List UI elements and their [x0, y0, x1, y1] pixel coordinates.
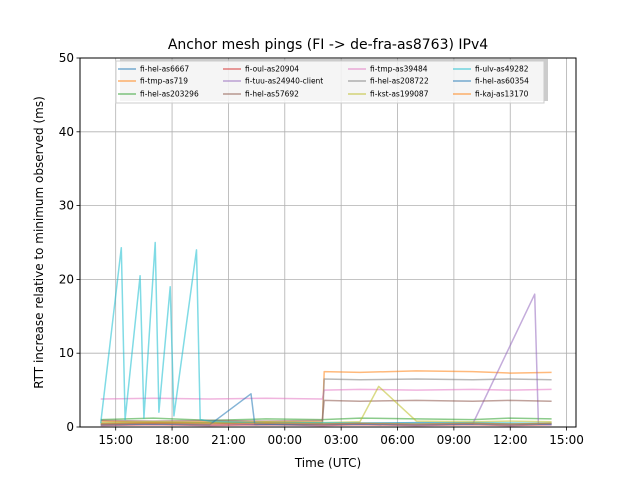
y-tick-label: 50 [59, 51, 74, 65]
legend-entry-label: fi-kst-as199087 [370, 90, 429, 99]
y-tick-label: 30 [59, 199, 74, 213]
series-line [100, 417, 552, 422]
legend-entry-label: fi-hel-as203296 [140, 90, 199, 99]
legend-entry-label: fi-hel-as208722 [370, 77, 429, 86]
legend-entry-label: fi-tuu-as24940-client [245, 77, 323, 86]
legend-entry-label: fi-hel-as57692 [245, 90, 299, 99]
y-tick-label: 20 [59, 272, 74, 286]
x-tick-label: 09:00 [437, 433, 472, 447]
x-tick-label: 21:00 [211, 433, 246, 447]
x-axis-label: Time (UTC) [294, 456, 361, 470]
series-line [100, 399, 552, 422]
series-line [100, 385, 552, 424]
legend-box [115, 60, 545, 104]
x-tick-label: 03:00 [324, 433, 359, 447]
legend-entry-label: fi-oul-as20904 [245, 65, 299, 74]
legend-entry-label: fi-ulv-as49282 [475, 65, 529, 74]
x-tick-label: 15:00 [549, 433, 584, 447]
legend: fi-hel-as6667 fi-tmp-as719 fi-hel-as203296… [115, 59, 548, 104]
x-tick-label: 00:00 [267, 433, 302, 447]
x-tick-label: 06:00 [380, 433, 415, 447]
y-axis-label: RTT increase relative to minimum observe… [32, 96, 46, 389]
legend-entry-label: fi-tmp-as39484 [370, 65, 428, 74]
y-tick-label: 10 [59, 346, 74, 360]
y-tick-label: 0 [66, 420, 74, 434]
legend-entry-label: fi-hel-as6667 [140, 65, 189, 74]
legend-entry-label: fi-tmp-as719 [140, 77, 188, 86]
plot-series [99, 241, 552, 427]
legend-entry-label: fi-hel-as60354 [475, 77, 529, 86]
x-tick-label: 15:00 [98, 433, 133, 447]
series-line [100, 422, 552, 425]
legend-entry-label: fi-kaj-as13170 [475, 90, 529, 99]
y-tick-label: 40 [59, 125, 74, 139]
axis-ticks: 15:00 18:00 21:00 00:00 03:00 06:00 09:00 12:00… [59, 51, 584, 447]
chart-title: Anchor mesh pings (FI -> de-fra-as8763) … [168, 37, 488, 53]
plot-frame [79, 57, 577, 428]
x-tick-label: 12:00 [493, 433, 528, 447]
x-tick-label: 18:00 [155, 433, 190, 447]
